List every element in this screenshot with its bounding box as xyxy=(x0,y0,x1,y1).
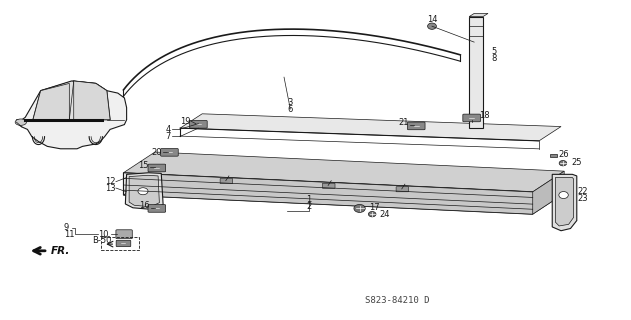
Text: 15: 15 xyxy=(138,161,149,170)
Polygon shape xyxy=(469,17,483,128)
Text: 21: 21 xyxy=(398,118,409,127)
FancyBboxPatch shape xyxy=(161,148,178,156)
Polygon shape xyxy=(533,171,564,214)
FancyBboxPatch shape xyxy=(116,230,133,239)
Text: 12: 12 xyxy=(105,177,115,186)
Text: 26: 26 xyxy=(558,150,569,159)
Polygon shape xyxy=(33,84,69,120)
Polygon shape xyxy=(126,173,163,209)
Text: 7: 7 xyxy=(165,132,171,141)
Text: 2: 2 xyxy=(307,202,312,211)
FancyBboxPatch shape xyxy=(396,187,409,192)
Bar xyxy=(550,154,557,157)
Ellipse shape xyxy=(559,192,569,198)
Ellipse shape xyxy=(428,23,437,29)
Text: 5: 5 xyxy=(492,46,497,56)
FancyBboxPatch shape xyxy=(148,164,166,172)
Text: 20: 20 xyxy=(151,148,162,157)
Polygon shape xyxy=(129,175,160,207)
FancyBboxPatch shape xyxy=(463,114,480,122)
Text: 23: 23 xyxy=(577,194,588,203)
Text: S823-84210 D: S823-84210 D xyxy=(365,296,430,305)
Text: 8: 8 xyxy=(492,54,497,63)
Ellipse shape xyxy=(354,204,365,212)
Polygon shape xyxy=(124,174,564,214)
Ellipse shape xyxy=(369,212,376,217)
Polygon shape xyxy=(555,178,574,226)
Text: 25: 25 xyxy=(571,158,582,167)
Ellipse shape xyxy=(559,161,567,166)
Polygon shape xyxy=(469,13,488,17)
Text: 16: 16 xyxy=(139,201,150,210)
Text: 4: 4 xyxy=(165,124,171,133)
Ellipse shape xyxy=(15,119,27,125)
Text: 24: 24 xyxy=(380,210,390,219)
Text: 6: 6 xyxy=(288,105,293,115)
Bar xyxy=(102,237,139,250)
Text: 19: 19 xyxy=(180,116,191,126)
FancyBboxPatch shape xyxy=(116,240,131,247)
Polygon shape xyxy=(33,81,110,120)
FancyBboxPatch shape xyxy=(220,179,233,184)
Polygon shape xyxy=(180,114,561,141)
Text: 22: 22 xyxy=(577,188,588,196)
Text: 1: 1 xyxy=(307,195,312,204)
Text: FR.: FR. xyxy=(51,246,71,256)
Polygon shape xyxy=(124,173,533,214)
FancyBboxPatch shape xyxy=(322,183,335,188)
Polygon shape xyxy=(124,152,564,192)
FancyBboxPatch shape xyxy=(148,204,166,212)
Polygon shape xyxy=(74,81,110,120)
Text: 9: 9 xyxy=(64,223,69,232)
FancyBboxPatch shape xyxy=(408,122,425,130)
Text: 11: 11 xyxy=(64,230,74,239)
Text: 18: 18 xyxy=(479,111,490,120)
Text: 17: 17 xyxy=(369,203,380,212)
Ellipse shape xyxy=(138,188,148,195)
Polygon shape xyxy=(16,81,127,149)
Text: 10: 10 xyxy=(98,230,109,239)
Text: 14: 14 xyxy=(428,15,438,24)
Polygon shape xyxy=(552,174,577,231)
FancyBboxPatch shape xyxy=(189,121,207,128)
Text: 3: 3 xyxy=(288,99,293,108)
Text: B-50: B-50 xyxy=(92,236,111,245)
Text: 13: 13 xyxy=(105,184,115,193)
